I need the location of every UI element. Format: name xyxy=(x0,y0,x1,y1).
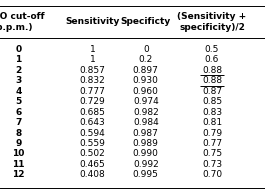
Text: 0.989: 0.989 xyxy=(133,139,159,148)
Text: 0.992: 0.992 xyxy=(133,160,159,169)
Text: 0.594: 0.594 xyxy=(80,128,106,138)
Text: 5: 5 xyxy=(15,97,22,106)
Text: 0.85: 0.85 xyxy=(202,97,222,106)
Text: 9: 9 xyxy=(15,139,22,148)
Text: 0.81: 0.81 xyxy=(202,118,222,127)
Text: 4: 4 xyxy=(15,87,22,96)
Text: Sensitivity: Sensitivity xyxy=(65,17,120,26)
Text: 0.729: 0.729 xyxy=(80,97,106,106)
Text: 0.643: 0.643 xyxy=(80,118,106,127)
Text: 6: 6 xyxy=(15,108,22,117)
Text: 10: 10 xyxy=(12,149,25,158)
Text: 0.465: 0.465 xyxy=(80,160,106,169)
Text: 0.984: 0.984 xyxy=(133,118,159,127)
Text: 0.70: 0.70 xyxy=(202,170,222,179)
Text: 0.990: 0.990 xyxy=(133,149,159,158)
Text: 3: 3 xyxy=(15,76,22,85)
Text: 0.2: 0.2 xyxy=(139,55,153,64)
Text: 0.987: 0.987 xyxy=(133,128,159,138)
Text: 1: 1 xyxy=(90,45,96,54)
Text: 0.974: 0.974 xyxy=(133,97,159,106)
Text: 0.930: 0.930 xyxy=(133,76,159,85)
Text: 0.857: 0.857 xyxy=(80,66,106,75)
Text: 0.73: 0.73 xyxy=(202,160,222,169)
Text: 0.408: 0.408 xyxy=(80,170,106,179)
Text: 0.559: 0.559 xyxy=(80,139,106,148)
Text: 12: 12 xyxy=(12,170,25,179)
Text: 7: 7 xyxy=(15,118,22,127)
Text: 1: 1 xyxy=(15,55,22,64)
Text: 0.87: 0.87 xyxy=(202,87,222,96)
Text: CO cut-off
(p.p.m.): CO cut-off (p.p.m.) xyxy=(0,12,44,32)
Text: 0.995: 0.995 xyxy=(133,170,159,179)
Text: 0: 0 xyxy=(143,45,149,54)
Text: 11: 11 xyxy=(12,160,25,169)
Text: 1: 1 xyxy=(90,55,96,64)
Text: 0.685: 0.685 xyxy=(80,108,106,117)
Text: 0.982: 0.982 xyxy=(133,108,159,117)
Text: 2: 2 xyxy=(15,66,22,75)
Text: 0: 0 xyxy=(15,45,22,54)
Text: 0.960: 0.960 xyxy=(133,87,159,96)
Text: 0.77: 0.77 xyxy=(202,139,222,148)
Text: 0.6: 0.6 xyxy=(205,55,219,64)
Text: 0.5: 0.5 xyxy=(205,45,219,54)
Text: 0.88: 0.88 xyxy=(202,76,222,85)
Text: 0.502: 0.502 xyxy=(80,149,106,158)
Text: 0.88: 0.88 xyxy=(202,66,222,75)
Text: 0.79: 0.79 xyxy=(202,128,222,138)
Text: 0.75: 0.75 xyxy=(202,149,222,158)
Text: Specificty: Specificty xyxy=(121,17,171,26)
Text: 0.832: 0.832 xyxy=(80,76,106,85)
Text: 0.83: 0.83 xyxy=(202,108,222,117)
Text: 8: 8 xyxy=(15,128,22,138)
Text: 0.897: 0.897 xyxy=(133,66,159,75)
Text: 0.777: 0.777 xyxy=(80,87,106,96)
Text: (Sensitivity +
specificity)/2: (Sensitivity + specificity)/2 xyxy=(177,12,247,32)
